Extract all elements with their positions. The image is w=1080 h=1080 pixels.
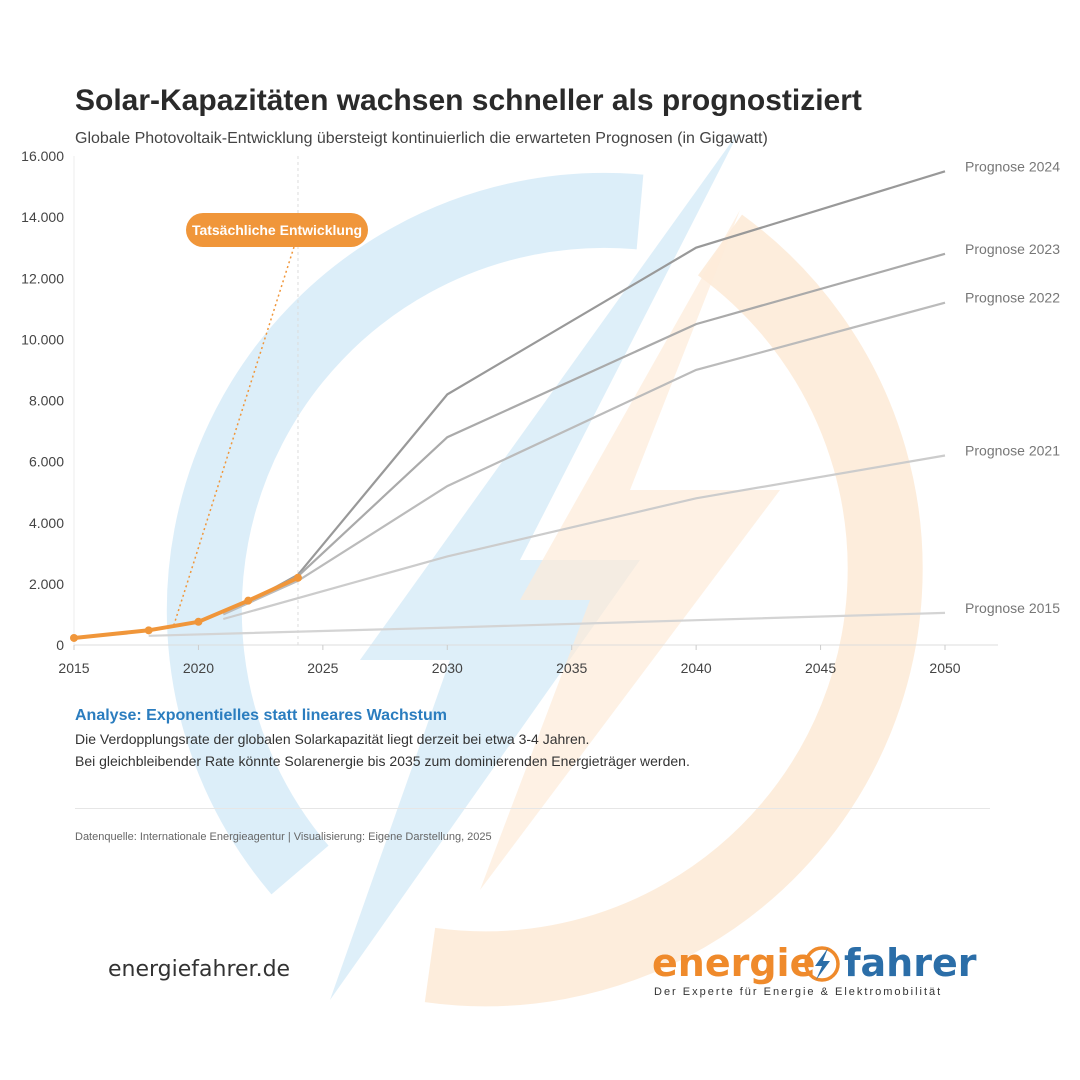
data-source: Datenquelle: Internationale Energieagent… (75, 831, 492, 843)
series-line (272, 170, 946, 590)
actual-point (144, 626, 153, 635)
analysis-heading: Analyse: Exponentielles statt lineares W… (75, 707, 447, 724)
series-line (148, 611, 946, 637)
series-line (222, 301, 946, 616)
callout-connector (172, 246, 295, 627)
divider (75, 808, 990, 809)
watermark-bolt-orange (480, 210, 780, 890)
energiefahrer-logo: energie fahrer Der Experte für Energie &… (652, 940, 982, 1002)
callout-label: Tatsächliche Entwicklung (192, 222, 362, 238)
x-tick-label: 2040 (681, 660, 712, 676)
x-tick-label: 2035 (556, 660, 587, 676)
actual-point (70, 633, 78, 642)
series-label: Prognose 2022 (965, 290, 1060, 306)
series-label: Prognose 2021 (965, 443, 1060, 459)
series-label: Prognose 2023 (965, 241, 1060, 257)
analysis-line-2: Bei gleichbleibender Rate könnte Solaren… (75, 753, 690, 769)
x-tick-label: 2025 (307, 660, 338, 676)
actual-point (194, 617, 203, 626)
y-tick-label: 8.000 (29, 393, 64, 409)
chart-title: Solar-Kapazitäten wachsen schneller als … (75, 84, 862, 117)
watermark-blue-arc (166, 172, 644, 895)
y-tick-label: 2.000 (29, 576, 64, 592)
y-tick-label: 14.000 (21, 209, 64, 225)
x-tick-label: 2045 (805, 660, 836, 676)
callout-badge (186, 213, 368, 247)
line-chart: 0 2.000 4.000 6.000 8.000 10.000 12.000 14.000 1… (21, 148, 1060, 676)
series-label: Prognose 2015 (965, 600, 1060, 616)
series-label: Prognose 2024 (965, 158, 1060, 174)
y-tick-label: 10.000 (21, 331, 64, 347)
y-tick-label: 4.000 (29, 515, 64, 531)
y-tick-label: 0 (56, 637, 64, 653)
y-tick-label: 6.000 (29, 454, 64, 470)
actual-point (293, 573, 302, 582)
logo-word-fahrer: fahrer (844, 941, 977, 985)
x-tick-label: 2015 (58, 660, 89, 676)
logo-word-energie: energie (652, 941, 816, 985)
y-tick-label: 16.000 (21, 148, 64, 164)
chart-subtitle: Globale Photovoltaik-Entwicklung überste… (75, 130, 768, 147)
y-tick-label: 12.000 (21, 270, 64, 286)
site-url: energiefahrer.de (108, 957, 291, 982)
series-line (223, 454, 946, 621)
x-tick-label: 2030 (432, 660, 463, 676)
actual-point (244, 596, 253, 605)
watermark-bolt-blue (330, 130, 740, 1000)
lightning-circle-icon (804, 946, 840, 982)
analysis-line-1: Die Verdopplungsrate der globalen Solark… (75, 731, 590, 747)
logo-tagline: Der Experte für Energie & Elektromobilit… (654, 986, 943, 998)
x-tick-label: 2050 (929, 660, 960, 676)
watermark-orange-arc (424, 214, 923, 1007)
x-tick-label: 2020 (183, 660, 214, 676)
